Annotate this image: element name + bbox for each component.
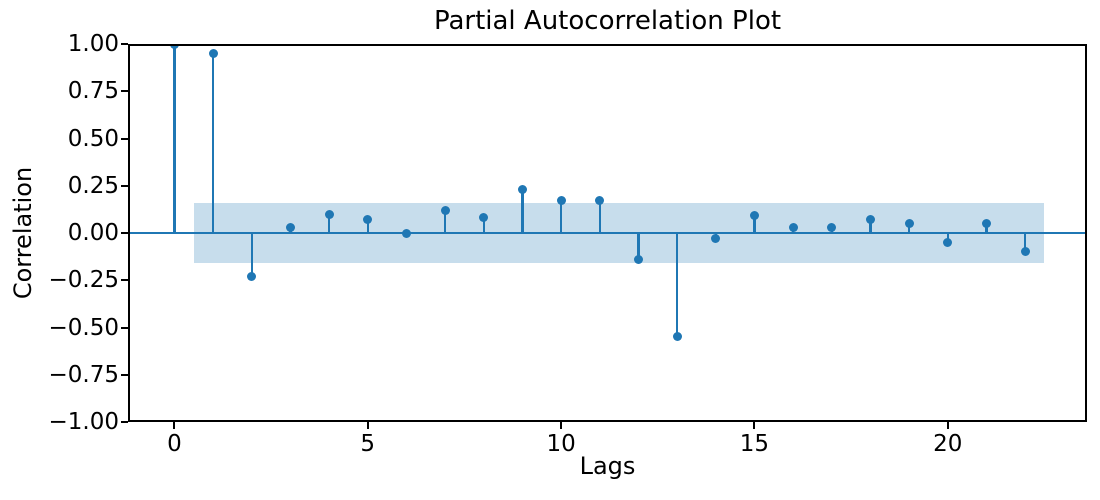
x-axis-label: Lags bbox=[579, 452, 636, 480]
stem-lag-5 bbox=[366, 219, 369, 233]
stem-lag-9 bbox=[521, 189, 524, 233]
x-tick-10 bbox=[560, 422, 563, 429]
stem-marker-lag-11 bbox=[595, 196, 605, 206]
stem-lag-21 bbox=[985, 223, 988, 233]
x-tick-label-20: 20 bbox=[933, 431, 963, 457]
stem-lag-0 bbox=[173, 44, 176, 233]
stem-lag-8 bbox=[482, 217, 485, 233]
stem-marker-lag-8 bbox=[479, 213, 489, 223]
x-tick-label-15: 15 bbox=[739, 431, 770, 457]
y-tick-−1.00 bbox=[121, 421, 128, 423]
stem-marker-lag-21 bbox=[981, 219, 991, 229]
stem-lag-18 bbox=[869, 219, 872, 233]
y-tick-label-0.25: 0.25 bbox=[67, 172, 119, 199]
y-tick-−0.75 bbox=[121, 373, 128, 376]
stem-lag-15 bbox=[753, 215, 756, 233]
x-tick-15 bbox=[753, 422, 756, 429]
stem-marker-lag-5 bbox=[363, 215, 373, 225]
x-tick-5 bbox=[366, 422, 369, 429]
stem-lag-19 bbox=[907, 223, 911, 233]
stem-marker-lag-22 bbox=[1020, 247, 1030, 257]
stem-lag-20 bbox=[946, 233, 949, 243]
stem-lag-11 bbox=[598, 200, 601, 233]
y-tick-label-1.00: 1.00 bbox=[67, 31, 119, 57]
stem-marker-lag-3 bbox=[285, 222, 295, 232]
stem-marker-lag-4 bbox=[324, 209, 334, 219]
y-tick-label-−0.75: −0.75 bbox=[48, 361, 119, 388]
stem-lag-7 bbox=[443, 210, 447, 233]
y-tick-0.50 bbox=[121, 137, 128, 140]
y-tick-label-0.00: 0.00 bbox=[67, 220, 119, 246]
x-tick-label-5: 5 bbox=[360, 431, 376, 457]
stem-lag-13 bbox=[675, 233, 679, 337]
stem-marker-lag-20 bbox=[943, 237, 953, 247]
stem-lag-1 bbox=[211, 53, 215, 233]
x-tick-label-0: 0 bbox=[167, 431, 182, 457]
y-tick-1.00 bbox=[121, 43, 128, 45]
stem-marker-lag-12 bbox=[633, 254, 643, 264]
stem-marker-lag-13 bbox=[672, 332, 682, 342]
y-tick-label-0.50: 0.50 bbox=[67, 125, 119, 152]
y-tick-label-−0.25: −0.25 bbox=[48, 267, 119, 294]
stem-marker-lag-6 bbox=[401, 228, 411, 238]
y-tick-0.75 bbox=[121, 90, 128, 93]
zero-line bbox=[128, 231, 1087, 235]
stem-lag-10 bbox=[559, 200, 563, 233]
y-tick-0.25 bbox=[121, 184, 128, 187]
stem-marker-lag-15 bbox=[749, 211, 759, 221]
stem-marker-lag-2 bbox=[247, 271, 257, 281]
stem-marker-lag-1 bbox=[208, 48, 218, 58]
stem-marker-lag-10 bbox=[556, 196, 566, 206]
y-tick-label-0.75: 0.75 bbox=[67, 78, 119, 105]
x-tick-label-10: 10 bbox=[546, 431, 576, 457]
chart-title: Partial Autocorrelation Plot bbox=[433, 6, 782, 36]
stem-lag-4 bbox=[327, 214, 331, 233]
y-tick-label-−0.50: −0.50 bbox=[48, 314, 119, 341]
stem-marker-lag-0 bbox=[169, 44, 179, 49]
stem-marker-lag-17 bbox=[827, 222, 837, 232]
y-tick-label-−1.00: −1.00 bbox=[48, 409, 119, 435]
stem-lag-12 bbox=[637, 233, 640, 260]
stem-marker-lag-14 bbox=[711, 234, 721, 244]
y-tick-−0.25 bbox=[121, 279, 128, 282]
stem-marker-lag-19 bbox=[904, 219, 914, 229]
x-tick-0 bbox=[173, 422, 176, 429]
y-tick-−0.50 bbox=[121, 326, 128, 329]
y-tick-0.00 bbox=[121, 232, 128, 234]
plot-area bbox=[128, 44, 1087, 422]
stem-marker-lag-7 bbox=[440, 205, 450, 215]
x-tick-20 bbox=[946, 422, 949, 429]
stem-lag-2 bbox=[250, 233, 253, 277]
stem-lag-22 bbox=[1023, 233, 1027, 252]
stem-marker-lag-18 bbox=[865, 215, 875, 225]
stem-marker-lag-9 bbox=[517, 185, 527, 195]
stem-marker-lag-16 bbox=[788, 222, 798, 232]
